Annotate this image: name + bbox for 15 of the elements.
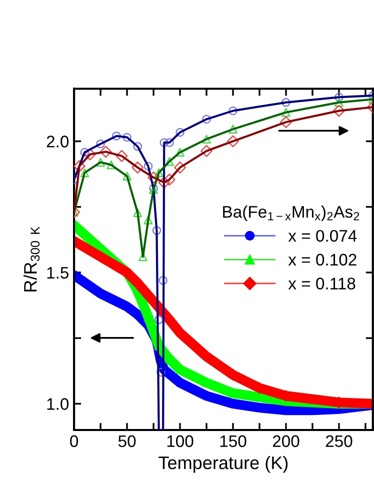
y-axis-title: R/R$_{300 K}$ [24, 226, 40, 292]
legend-label: x = 0.118 [288, 278, 356, 290]
x-tick-label: 100 [167, 435, 194, 448]
x-tick-label: 0 [70, 435, 78, 448]
y-tick-label: 1.0 [47, 398, 69, 410]
y-tick-label: 1.5 [47, 267, 68, 279]
legend-title: Ba(Fe$_{1−x}$Mn$_{x}$)$_{2}$As$_{2}$ [223, 206, 360, 222]
x-tick-label: 150 [220, 435, 246, 448]
x-axis-title: Temperature (K) [158, 456, 288, 473]
x-tick-label: 200 [272, 435, 300, 448]
legend-label: x = 0.102 [288, 254, 356, 266]
x-tick-label: 250 [326, 435, 352, 448]
y-tick-label: 2.0 [46, 136, 69, 148]
legend-label: x = 0.074 [288, 230, 357, 242]
x-tick-label: 50 [118, 435, 136, 448]
